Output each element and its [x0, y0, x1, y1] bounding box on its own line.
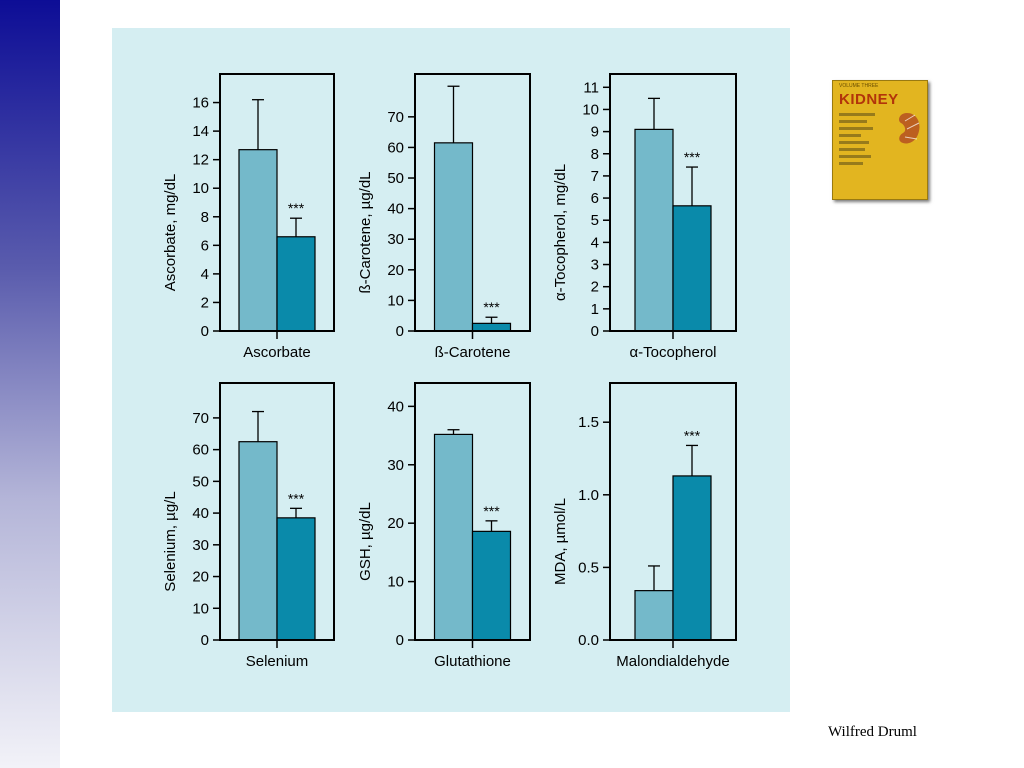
significance-label: ***: [483, 299, 500, 315]
chart-6: *** 0.0 0.5 1.0 1.5 MDA, µmol/L Malondialdehyd…: [552, 382, 737, 670]
y-tick-label: 20: [192, 569, 209, 586]
y-tick-label: 5: [591, 212, 599, 229]
y-tick-label: 4: [201, 266, 209, 283]
chart-1: *** 0 2 4 6 8 10 12 14 16 Ascorbate, mg/dL Ascorbat…: [162, 73, 335, 361]
x-axis-label: Ascorbate: [243, 344, 311, 361]
bar-control: [238, 149, 278, 332]
bar-patient: [276, 236, 316, 332]
y-tick-label: 12: [192, 152, 209, 169]
y-tick-label: 30: [192, 537, 209, 554]
bar-patient: [276, 517, 316, 641]
y-tick-label: 30: [387, 231, 404, 248]
y-axis-label: GSH, µg/dL: [357, 502, 374, 581]
y-axis-label: Ascorbate, mg/dL: [162, 174, 179, 292]
significance-label: ***: [288, 200, 305, 216]
y-tick-label: 10: [387, 292, 404, 309]
figure-panel: *** 0 2 4 6 8 10 12 14 16 Ascorbate, mg/dL Ascorbat…: [112, 28, 790, 712]
y-tick-label: 11: [583, 79, 599, 96]
chart-2: *** 0 10 20 30 40 50 60 70 ß-Carotene, µg/dL ß-Car…: [357, 73, 531, 361]
y-tick-label: 50: [387, 170, 404, 187]
y-tick-label: 1: [591, 301, 599, 318]
y-tick-label: 6: [201, 237, 209, 254]
y-tick-label: 60: [387, 139, 404, 156]
bar-patient: [471, 322, 512, 332]
y-tick-label: 20: [387, 262, 404, 279]
x-axis-label: α-Tocopherol: [629, 344, 716, 361]
y-tick-label: 8: [591, 146, 599, 163]
bar-control: [433, 142, 474, 332]
x-axis-label: Selenium: [246, 653, 309, 670]
bar-control: [238, 441, 278, 641]
x-axis-label: Glutathione: [434, 653, 511, 670]
y-tick-label: 8: [201, 209, 209, 226]
kidney-illustration-icon: [899, 113, 920, 144]
y-tick-label: 20: [387, 515, 404, 532]
y-tick-label: 9: [591, 124, 599, 141]
y-tick-label: 10: [582, 101, 599, 118]
y-tick-label: 70: [192, 410, 209, 427]
footer-credit: Wilfred Druml: [828, 724, 917, 740]
y-tick-label: 0.0: [578, 632, 599, 649]
y-tick-label: 30: [387, 457, 404, 474]
y-tick-label: 16: [192, 95, 209, 112]
y-axis-label: Selenium, µg/L: [162, 491, 179, 591]
y-tick-label: 0: [591, 323, 599, 340]
y-tick-label: 7: [591, 168, 599, 185]
y-tick-label: 60: [192, 442, 209, 459]
significance-label: ***: [684, 149, 701, 165]
chart-4: *** 0 10 20 30 40 50 60 70 Selenium, µg/L Selenium: [162, 382, 335, 670]
x-axis-label: ß-Carotene: [435, 344, 511, 361]
y-tick-label: 1.5: [578, 414, 599, 431]
bar-control: [433, 433, 474, 641]
book-volume-label: VOLUME THREE: [839, 83, 879, 89]
y-tick-label: 40: [192, 505, 209, 522]
bar-patient: [672, 205, 712, 332]
y-tick-label: 1.0: [578, 487, 599, 504]
x-axis-label: Malondialdehyde: [616, 653, 729, 670]
significance-label: ***: [288, 490, 305, 506]
y-tick-label: 4: [591, 234, 599, 251]
y-tick-label: 10: [192, 600, 209, 617]
y-axis-label: α-Tocopherol, mg/dL: [552, 164, 569, 301]
y-axis-label: MDA, µmol/L: [552, 498, 569, 585]
y-tick-label: 2: [591, 279, 599, 296]
significance-label: ***: [483, 503, 500, 519]
y-axis-label: ß-Carotene, µg/dL: [357, 171, 374, 293]
y-tick-label: 6: [591, 190, 599, 207]
chart-3: *** 0 1 2 3 4 5 6 7 8 9 10 11 α-Tocopherol, mg/dL α-To…: [552, 73, 737, 361]
y-tick-label: 50: [192, 473, 209, 490]
y-tick-label: 2: [201, 294, 209, 311]
bar-control: [634, 590, 674, 641]
y-tick-label: 10: [192, 180, 209, 197]
side-gradient-bar: [0, 0, 60, 768]
bar-control: [634, 128, 674, 332]
bar-patient: [672, 475, 712, 641]
y-tick-label: 0.5: [578, 559, 599, 576]
book-cover-image: VOLUME THREE KIDNEY: [832, 80, 928, 200]
y-tick-label: 0: [201, 323, 209, 340]
y-tick-label: 0: [396, 323, 404, 340]
significance-label: ***: [684, 427, 701, 443]
y-tick-label: 0: [396, 632, 404, 649]
chart-5: *** 0 10 20 30 40 GSH, µg/dL Glutathione: [357, 382, 531, 670]
y-tick-label: 3: [591, 257, 599, 274]
y-tick-label: 14: [192, 123, 209, 140]
y-tick-label: 40: [387, 398, 404, 415]
y-tick-label: 0: [201, 632, 209, 649]
y-tick-label: 70: [387, 109, 404, 126]
y-tick-label: 10: [387, 574, 404, 591]
book-cover-text-lines: [839, 113, 879, 169]
bar-patient: [471, 530, 512, 641]
book-title: KIDNEY: [839, 91, 899, 108]
y-tick-label: 40: [387, 201, 404, 218]
